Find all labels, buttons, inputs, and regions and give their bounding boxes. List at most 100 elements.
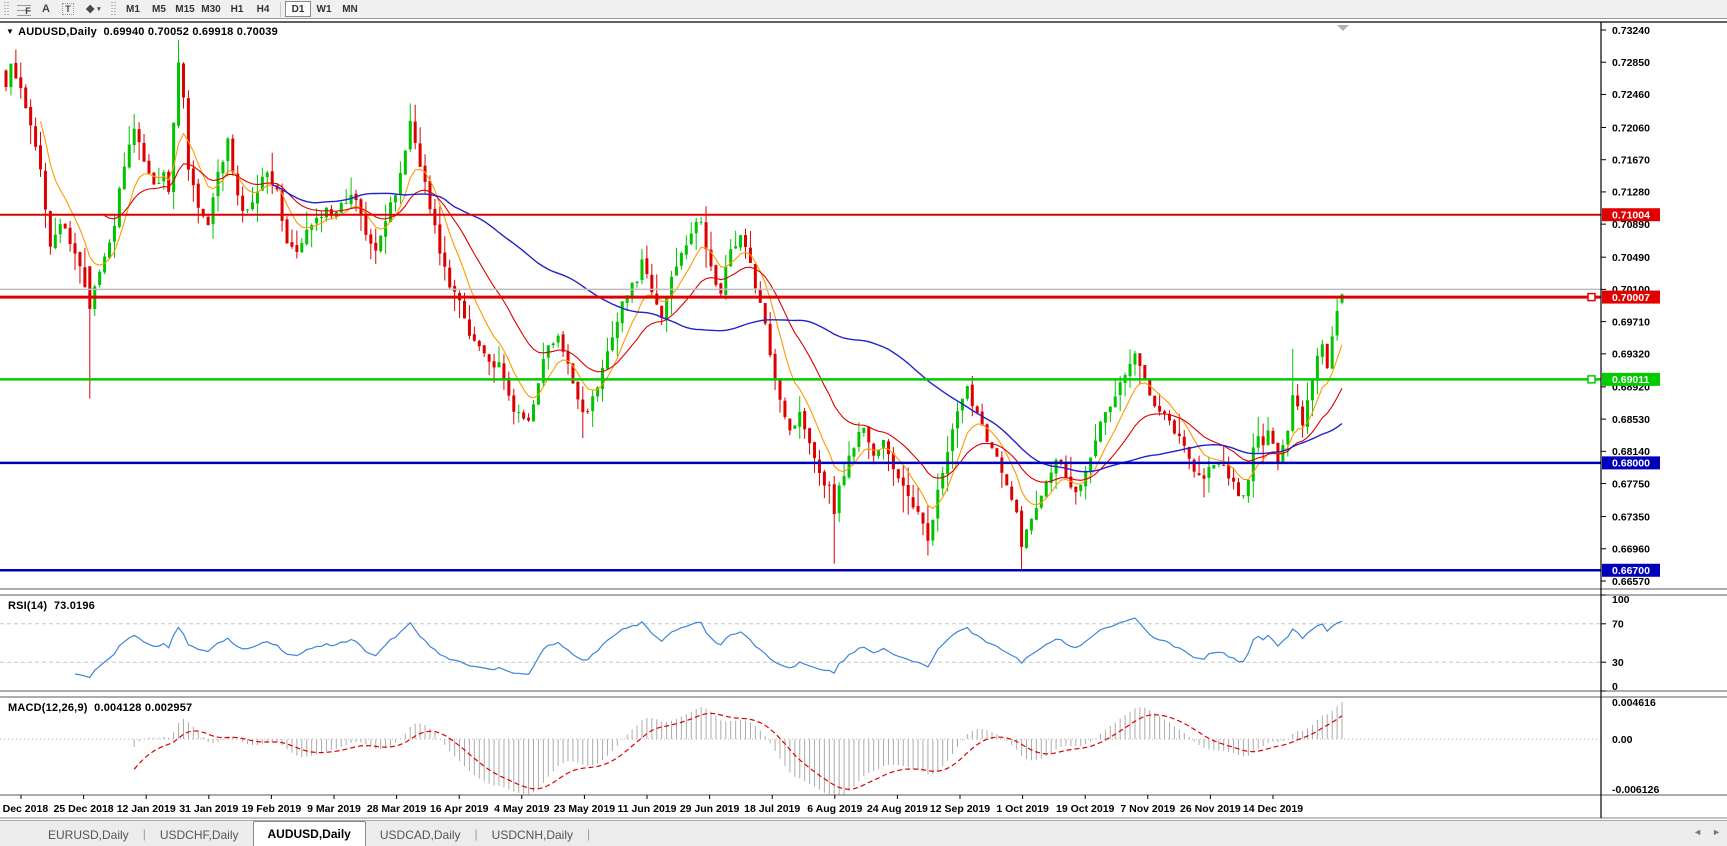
tab-usdcad[interactable]: USDCAD,Daily (379, 828, 461, 842)
tab-usdcnh[interactable]: USDCNH,Daily (491, 828, 574, 842)
rsi-name: RSI(14) (8, 600, 48, 612)
timeframe-m15-button[interactable]: M15 (172, 1, 198, 17)
candle-body (1286, 430, 1290, 445)
chart-shift-marker[interactable] (1337, 25, 1349, 31)
candle-body (645, 258, 649, 275)
candle-body (808, 428, 812, 444)
candle-body (674, 266, 678, 276)
chart-region[interactable]: 0.73240 0.72850 0.72460 0.72060 0.71670 0.712… (0, 20, 1727, 820)
candle-body (507, 377, 511, 396)
chart-symbol: AUDUSD,Daily (18, 26, 97, 38)
candle-body (620, 301, 624, 324)
date-axis-label: 24 Aug 2019 (867, 803, 928, 815)
candle-body (1029, 518, 1033, 531)
price-axis-label: 0.67350 (1612, 511, 1650, 523)
candle-body (122, 166, 126, 190)
candle-body (1158, 405, 1162, 412)
candle-body (1261, 436, 1265, 446)
date-axis-label: 31 Jan 2019 (179, 803, 238, 815)
timeframe-m5-button[interactable]: M5 (146, 1, 172, 17)
date-axis-label: 1 Oct 2019 (996, 803, 1049, 815)
date-axis-label: 29 Jun 2019 (680, 803, 740, 815)
price-chart[interactable]: 0.73240 0.72850 0.72460 0.72060 0.71670 0.712… (0, 20, 1727, 820)
candle-body (265, 172, 269, 178)
candle-body (551, 343, 555, 346)
arrows-icon[interactable]: ❖ ▾ (80, 1, 106, 18)
candle-body (324, 207, 328, 218)
date-axis-label: 6 Dec 2018 (0, 803, 48, 815)
toolbar-grip[interactable] (110, 2, 117, 16)
candle-body (837, 485, 841, 514)
candle-body (995, 448, 999, 457)
timeframe-m30-button[interactable]: M30 (198, 1, 224, 17)
timeframe-h1-button[interactable]: H1 (224, 1, 250, 17)
candle-body (226, 138, 230, 162)
date-axis-label: 11 Jun 2019 (618, 803, 677, 815)
candle-body (196, 183, 200, 208)
label-icon[interactable]: T (58, 1, 78, 18)
tab-eurusd[interactable]: EURUSD,Daily (48, 828, 129, 842)
candle-body (1335, 310, 1339, 336)
chevron-down-icon[interactable]: ▾ (97, 6, 101, 13)
candle-body (1251, 447, 1255, 482)
scroll-right-icon[interactable]: ► (1712, 827, 1721, 837)
candle-body (635, 281, 639, 284)
candle-body (596, 387, 600, 397)
candle-body (1000, 457, 1004, 473)
candle-body (822, 471, 826, 486)
tab-usdchf[interactable]: USDCHF,Daily (159, 828, 239, 842)
candle-body (53, 234, 57, 249)
candle-body (1207, 466, 1211, 478)
candle-body (783, 400, 787, 418)
candle-body (990, 442, 994, 448)
chart-collapse-icon[interactable]: ▼ (6, 27, 15, 36)
tab-scroll-buttons: ◄ ► (1693, 827, 1721, 837)
scroll-left-icon[interactable]: ◄ (1693, 827, 1703, 837)
timeframe-d1-button[interactable]: D1 (285, 1, 311, 17)
date-axis-label: 19 Oct 2019 (1056, 803, 1115, 815)
candle-body (901, 477, 905, 486)
candle-body (753, 263, 757, 289)
ohlc-open: 0.69940 (103, 26, 145, 38)
text-icon[interactable]: A (36, 1, 56, 18)
candle-body (231, 138, 235, 173)
candle-body (251, 202, 254, 210)
price-axis-label: 0.71280 (1612, 187, 1650, 199)
macd-axis-label: 0.004616 (1612, 697, 1656, 709)
candle-body (556, 335, 560, 343)
candle-body (103, 256, 107, 273)
candle-body (1227, 464, 1231, 479)
candle-body (1143, 365, 1147, 380)
date-axis-label: 14 Dec 2019 (1243, 803, 1303, 815)
timeframe-m1-button[interactable]: M1 (120, 1, 146, 17)
candle-body (112, 225, 116, 242)
date-axis-label: 4 May 2019 (494, 803, 550, 815)
candle-body (280, 190, 284, 221)
label-icon-glyph: T (62, 3, 74, 15)
candle-body (610, 337, 614, 351)
candle-body (43, 170, 47, 210)
candle-body (1064, 463, 1068, 478)
price-badge-bg (1602, 208, 1660, 222)
candle-body (127, 144, 131, 168)
timeframe-mn-button[interactable]: MN (337, 1, 363, 17)
hline-marker[interactable] (1587, 375, 1596, 384)
candle-body (739, 235, 743, 248)
candle-body (793, 425, 797, 429)
candle-body (1039, 495, 1043, 508)
candle-body (19, 77, 23, 88)
candle-body (773, 353, 777, 380)
candle-body (817, 459, 821, 473)
price-axis-label: 0.69320 (1612, 349, 1650, 361)
hline-marker[interactable] (1587, 292, 1596, 302)
candle-body (1015, 499, 1019, 513)
toolbar-grip[interactable] (3, 2, 10, 16)
candle-body (1192, 459, 1196, 472)
timeframe-w1-button[interactable]: W1 (311, 1, 337, 17)
macd-signal-line (133, 712, 1343, 790)
tab-audusd[interactable]: AUDUSD,Daily (252, 821, 366, 846)
candle-body (778, 380, 782, 400)
price-badge-0.69011: 0.69011 (1612, 374, 1650, 386)
timeframe-h4-button[interactable]: H4 (250, 1, 276, 17)
fibonacci-icon[interactable]: F (14, 0, 34, 18)
